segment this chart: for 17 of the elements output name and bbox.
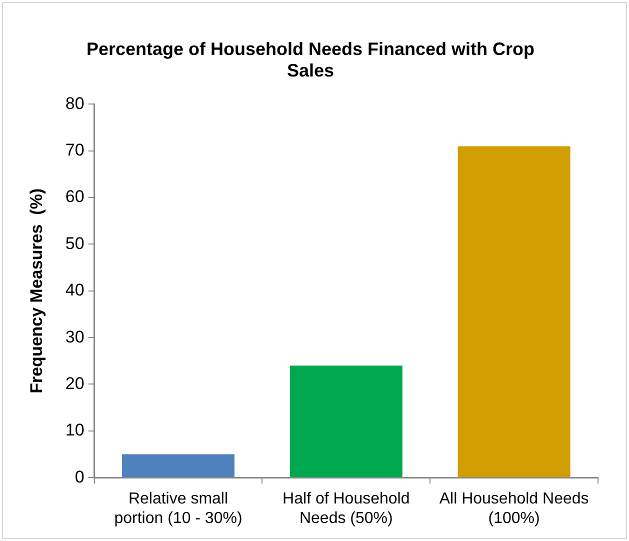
y-tick-label: 0	[74, 467, 84, 486]
y-axis-title: Frequency Measures (%)	[26, 188, 46, 394]
y-tick-label: 20	[65, 374, 84, 393]
bar	[122, 454, 235, 478]
y-tick-label: 80	[65, 94, 84, 113]
bar	[290, 366, 402, 478]
y-tick-label: 50	[65, 234, 84, 253]
y-tick-label: 40	[65, 280, 84, 300]
y-tick-label: 30	[65, 327, 84, 346]
y-tick-label: 70	[65, 140, 84, 160]
x-tick-label: All Household Needs (100%)	[439, 490, 589, 527]
x-tick-label: Half of Household Needs (50%)	[282, 490, 410, 527]
chart-title: Percentage of Household Needs Financed with Crop Sales	[86, 38, 535, 80]
x-tick-label: Relative small portion (10 - 30%)	[114, 490, 242, 527]
y-tick-label: 60	[65, 187, 84, 206]
bar	[458, 146, 570, 478]
y-tick-label: 10	[65, 420, 84, 440]
